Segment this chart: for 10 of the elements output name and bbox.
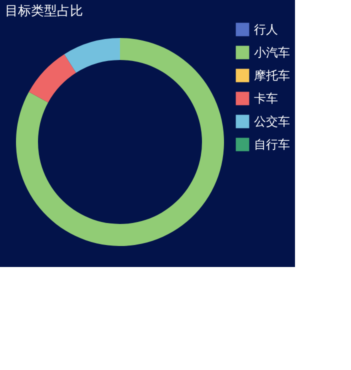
donut-slice [16, 38, 224, 246]
donut-slice [28, 54, 76, 102]
donut-slice [64, 38, 120, 73]
legend-label: 公交车 [254, 114, 290, 128]
legend-label: 自行车 [254, 138, 290, 152]
legend-label: 摩托车 [254, 68, 290, 82]
legend-label: 行人 [254, 22, 278, 36]
legend-label: 卡车 [254, 92, 278, 106]
legend-label: 小汽车 [254, 46, 290, 60]
chart-title: 目标类型占比 [5, 4, 83, 19]
